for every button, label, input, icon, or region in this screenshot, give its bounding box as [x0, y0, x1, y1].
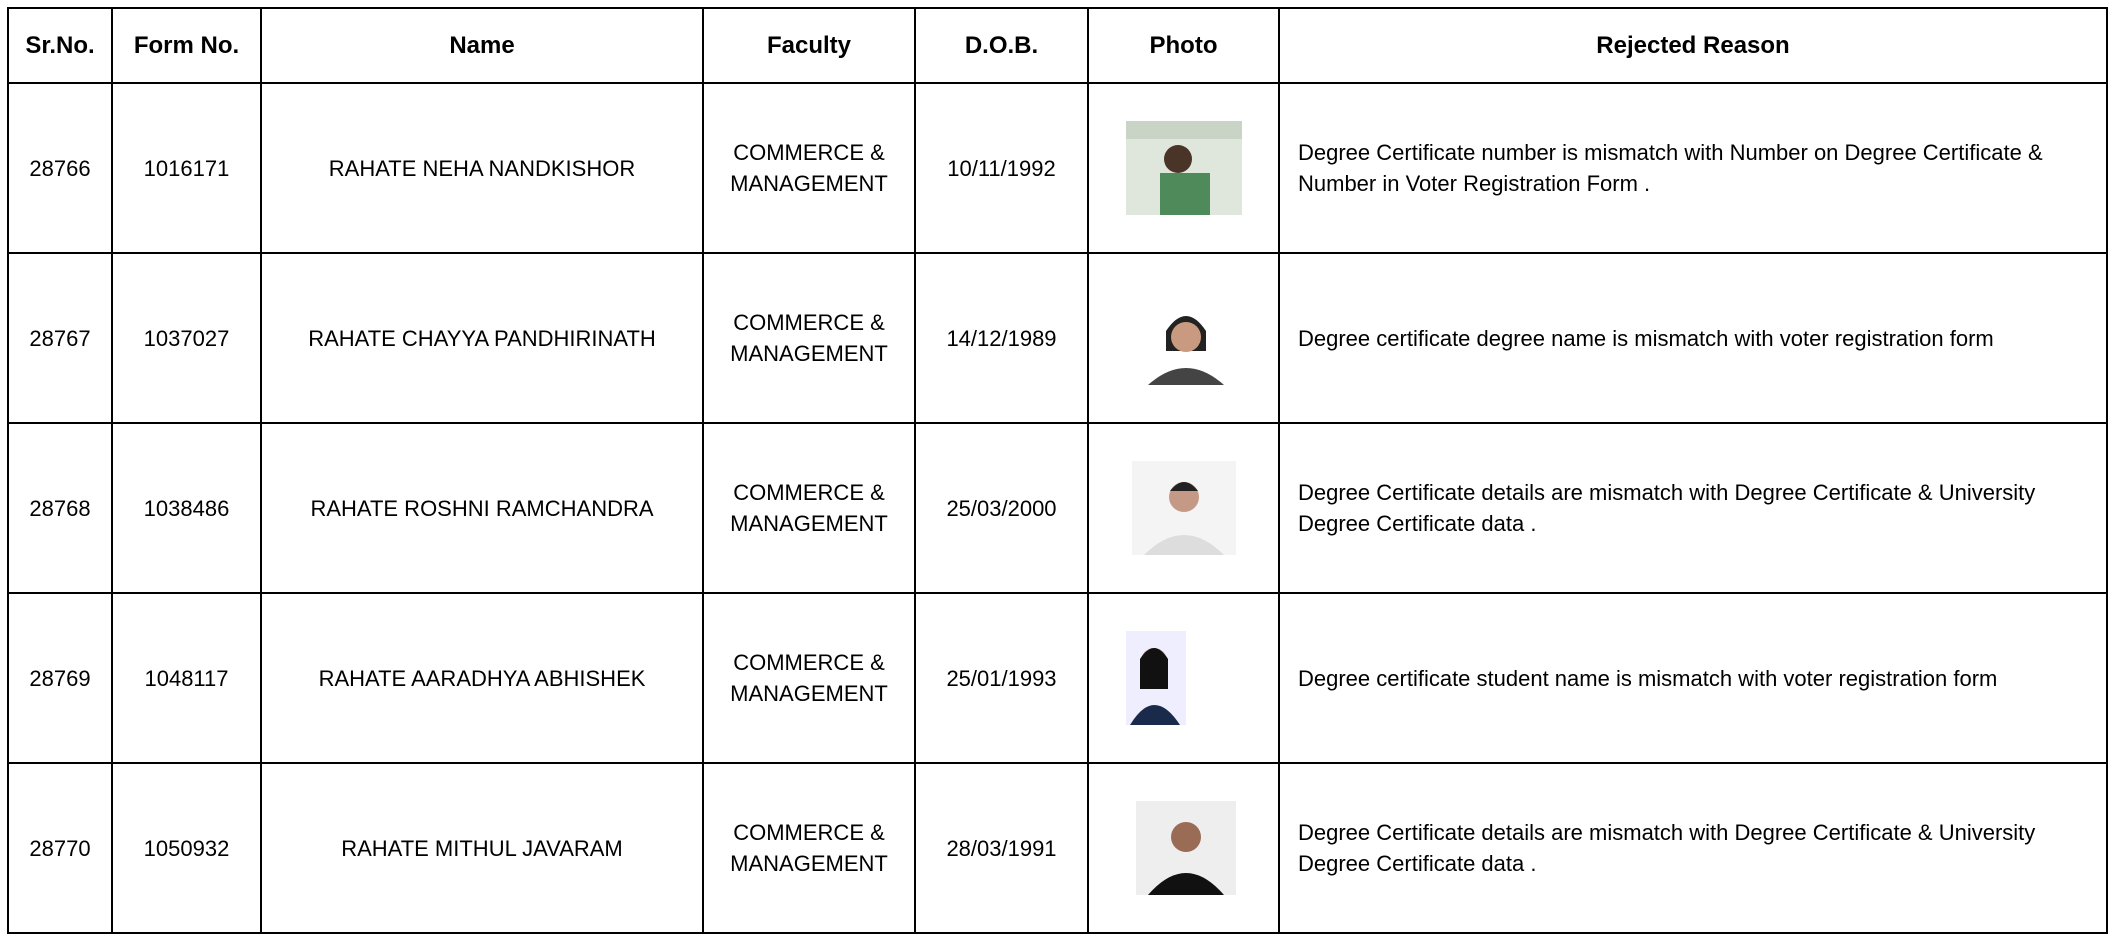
rejected-reason: Degree Certificate details are mismatch … [1278, 762, 2108, 934]
sr-no: 28768 [7, 422, 113, 594]
rejected-reason: Degree Certificate number is mismatch wi… [1278, 82, 2108, 254]
photo-cell [1087, 82, 1280, 254]
table-row: 28769 1048117 RAHATE AARADHYA ABHISHEK COMM… [7, 592, 2108, 764]
form-no: 1038486 [111, 422, 262, 594]
header-cell: Sr.No. [7, 7, 113, 84]
photo [1125, 631, 1242, 725]
table-row: 28768 1038486 RAHATE ROSHNI RAMCHANDRA COMM… [7, 422, 2108, 594]
faculty: COMMERCE & MANAGEMENT [702, 762, 916, 934]
dob: 25/03/2000 [914, 422, 1089, 594]
name: RAHATE AARADHYA ABHISHEK [260, 592, 704, 764]
photo [1125, 291, 1242, 385]
header-cell: Rejected Reason [1278, 7, 2108, 84]
header-cell: Photo [1087, 7, 1280, 84]
dob: 14/12/1989 [914, 252, 1089, 424]
photo [1131, 461, 1236, 555]
header-row: Sr.No. Form No. Name Faculty D.O.B. Photo Reje… [7, 7, 2108, 84]
form-no: 1037027 [111, 252, 262, 424]
table-row: 28767 1037027 RAHATE CHAYYA PANDHIRINATH CO… [7, 252, 2108, 424]
photo [1125, 121, 1242, 215]
header-cell: Name [260, 7, 704, 84]
photo-cell [1087, 422, 1280, 594]
header-cell: D.O.B. [914, 7, 1089, 84]
name: RAHATE NEHA NANDKISHOR [260, 82, 704, 254]
header-cell: Faculty [702, 7, 916, 84]
sr-no: 28769 [7, 592, 113, 764]
sr-no: 28766 [7, 82, 113, 254]
rejection-table: Sr.No. Form No. Name Faculty D.O.B. Photo Reje… [7, 7, 2108, 934]
faculty: COMMERCE & MANAGEMENT [702, 422, 916, 594]
photo-cell [1087, 252, 1280, 424]
rejected-reason: Degree certificate student name is misma… [1278, 592, 2108, 764]
form-no: 1050932 [111, 762, 262, 934]
dob: 28/03/1991 [914, 762, 1089, 934]
table-row: 28766 1016171 RAHATE NEHA NANDKISHOR COMMER… [7, 82, 2108, 254]
table-row: 28770 1050932 RAHATE MITHUL JAVARAM COMMERC… [7, 762, 2108, 934]
photo-cell [1087, 762, 1280, 934]
faculty: COMMERCE & MANAGEMENT [702, 592, 916, 764]
dob: 10/11/1992 [914, 82, 1089, 254]
faculty: COMMERCE & MANAGEMENT [702, 252, 916, 424]
rejected-reason: Degree Certificate details are mismatch … [1278, 422, 2108, 594]
sr-no: 28767 [7, 252, 113, 424]
table-body: 28766 1016171 RAHATE NEHA NANDKISHOR COMMER… [7, 82, 2108, 934]
photo-cell [1087, 592, 1280, 764]
header-cell: Form No. [111, 7, 262, 84]
photo [1135, 801, 1236, 895]
name: RAHATE CHAYYA PANDHIRINATH [260, 252, 704, 424]
sr-no: 28770 [7, 762, 113, 934]
form-no: 1016171 [111, 82, 262, 254]
name: RAHATE ROSHNI RAMCHANDRA [260, 422, 704, 594]
rejected-reason: Degree certificate degree name is mismat… [1278, 252, 2108, 424]
name: RAHATE MITHUL JAVARAM [260, 762, 704, 934]
faculty: COMMERCE & MANAGEMENT [702, 82, 916, 254]
form-no: 1048117 [111, 592, 262, 764]
dob: 25/01/1993 [914, 592, 1089, 764]
